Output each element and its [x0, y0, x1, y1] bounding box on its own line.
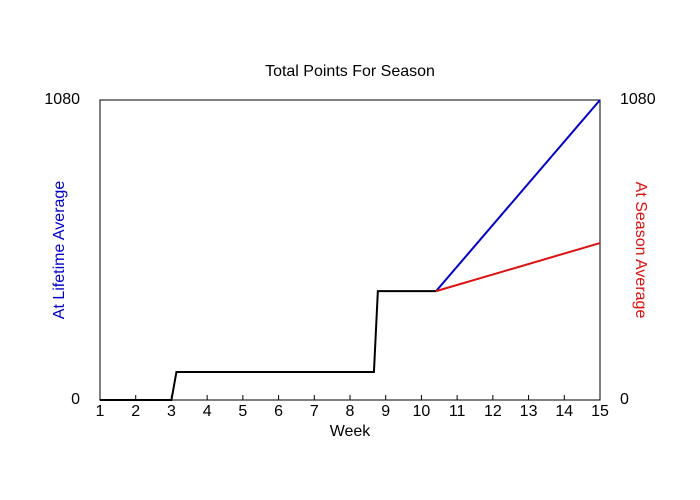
x-tick-label: 9 [381, 403, 390, 420]
x-tick-label: 1 [96, 403, 105, 420]
x-tick-label: 8 [346, 403, 355, 420]
plot-frame [99, 99, 601, 401]
x-tick-label: 10 [413, 403, 431, 420]
x-axis-label: Week [330, 423, 372, 440]
x-tick-label: 13 [520, 403, 538, 420]
x-tick-label: 7 [310, 403, 319, 420]
x-tick-label: 12 [484, 403, 502, 420]
x-tick-label: 6 [274, 403, 283, 420]
x-tick-label: 3 [167, 403, 176, 420]
x-tick-label: 15 [591, 403, 609, 420]
chart-title: Total Points For Season [265, 63, 435, 80]
y2-tick-label: 0 [620, 391, 629, 408]
y2-tick-label: 1080 [620, 91, 656, 108]
x-tick-label: 5 [238, 403, 247, 420]
y-tick-label: 0 [71, 391, 80, 408]
series-line [435, 99, 601, 292]
series-line [100, 290, 437, 401]
y-axis-label: At Lifetime Average [51, 181, 68, 320]
x-tick-label: 4 [203, 403, 212, 420]
series-line [435, 242, 601, 293]
x-tick-label: 11 [449, 403, 466, 420]
x-tick-label: 2 [131, 403, 140, 420]
y2-axis-label: At Season Average [632, 182, 649, 319]
x-tick-label: 14 [555, 403, 573, 420]
y-tick-label: 1080 [44, 91, 80, 108]
